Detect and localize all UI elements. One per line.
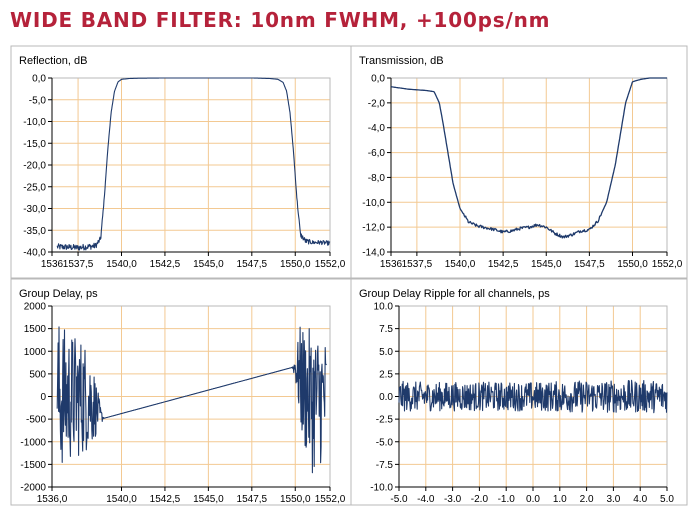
y-tick-label: -5.0: [376, 437, 394, 448]
chart-title: Transmission, dB: [359, 55, 444, 67]
x-tick-label: 1536,0: [37, 494, 68, 505]
chart-title: Reflection, dB: [19, 55, 87, 67]
y-tick-label: 2000: [24, 302, 47, 313]
y-tick-label: -15,0: [23, 139, 46, 150]
x-tick-label: 1552,0: [315, 494, 346, 505]
y-tick-label: 1500: [24, 324, 47, 335]
chart-reflection: 0,0 -5,0 -10,0 -15,0 -20,0 -25,0 -30,0 -35,0 -40…: [10, 45, 352, 279]
y-tick-label: -10,0: [23, 117, 46, 128]
x-tick-label: 1550,0: [280, 494, 311, 505]
x-tick-label: 1540,0: [106, 494, 137, 505]
x-tick-label: 1542,5: [488, 259, 519, 270]
x-tick-label: 1537,5: [402, 259, 433, 270]
x-tick-label: 1550,0: [617, 259, 648, 270]
y-tick-label: -6,0: [368, 148, 386, 159]
series-line-transmission: [390, 77, 667, 239]
y-tick-label: 0: [40, 392, 46, 403]
y-tick-label: -30,0: [23, 204, 46, 215]
y-tick-label: -5,0: [29, 95, 47, 106]
chart-group-delay: 2000 1500 1000 500 0 -500 -1000 -1500 -20001536,…: [10, 278, 352, 506]
y-tick-label: -20,0: [23, 161, 46, 172]
chart-group-delay-ripple: 10.07.55.02.50.0-2.5-5.0-7.5-10.0-5.0 -4.…: [350, 278, 688, 506]
x-tick-label: 1545,0: [193, 259, 224, 270]
x-tick-label: 1542,5: [150, 259, 181, 270]
x-tick-label: 4.0: [633, 494, 647, 505]
y-tick-label: -25,0: [23, 182, 46, 193]
y-tick-label: 7.5: [379, 324, 393, 335]
y-tick-label: 5.0: [379, 347, 393, 358]
x-tick-label: 1540,0: [106, 259, 137, 270]
x-tick-label: 1542,5: [150, 494, 181, 505]
y-tick-label: -14,0: [362, 248, 385, 259]
y-tick-label: 0,0: [371, 74, 385, 85]
y-tick-label: -500: [26, 415, 46, 426]
y-tick-label: -12,0: [362, 223, 385, 234]
x-tick-label: 1552,0: [315, 259, 346, 270]
page-title: WIDE BAND FILTER: 10nm FWHM, +100ps/nm: [10, 8, 551, 32]
x-tick-label: 3.0: [606, 494, 620, 505]
y-tick-label: 500: [29, 369, 46, 380]
y-tick-label: 10.0: [374, 302, 394, 313]
x-tick-label: 1550,0: [280, 259, 311, 270]
y-tick-label: -10.0: [370, 483, 393, 494]
x-tick-label: 1545,0: [193, 494, 224, 505]
plot-area: [391, 78, 667, 252]
x-tick-label: 1536: [41, 259, 64, 270]
x-tick-label: 1547,5: [237, 494, 268, 505]
y-tick-label: -10,0: [362, 198, 385, 209]
y-tick-label: -8,0: [368, 173, 386, 184]
y-tick-label: -2.5: [376, 415, 394, 426]
chart-title: Group Delay Ripple for all channels, ps: [359, 288, 550, 300]
y-tick-label: -4,0: [368, 123, 386, 134]
y-tick-label: -2,0: [368, 98, 386, 109]
series-line-reflection: [56, 77, 331, 251]
x-tick-label: -1.0: [498, 494, 516, 505]
y-tick-label: 0.0: [379, 392, 393, 403]
x-tick-label: 5.0: [660, 494, 674, 505]
chart-title: Group Delay, ps: [19, 288, 98, 300]
series-line-group-delay: [56, 326, 327, 474]
x-tick-label: -2.0: [471, 494, 489, 505]
y-tick-label: -35,0: [23, 226, 46, 237]
y-tick-label: 2.5: [379, 369, 393, 380]
y-tick-label: -2000: [20, 483, 46, 494]
x-tick-label: 1536: [380, 259, 403, 270]
x-tick-label: 1537,5: [63, 259, 94, 270]
x-tick-label: -3.0: [444, 494, 462, 505]
x-tick-label: 1540,0: [445, 259, 476, 270]
x-tick-label: 1547,5: [574, 259, 605, 270]
x-tick-label: -5.0: [390, 494, 408, 505]
x-tick-label: 1545,0: [531, 259, 562, 270]
x-tick-label: 1547,5: [237, 259, 268, 270]
y-tick-label: -1000: [20, 437, 46, 448]
y-tick-label: -1500: [20, 460, 46, 471]
x-tick-label: -4.0: [417, 494, 435, 505]
x-tick-label: 1.0: [553, 494, 567, 505]
y-tick-label: 1000: [24, 347, 47, 358]
y-tick-label: -7.5: [376, 460, 394, 471]
y-tick-label: -40,0: [23, 248, 46, 259]
series-line-group-delay-ripple: [398, 379, 668, 414]
x-tick-label: 1552,0: [652, 259, 683, 270]
x-tick-label: 0.0: [526, 494, 540, 505]
y-tick-label: 0,0: [32, 74, 46, 85]
x-tick-label: 2.0: [580, 494, 594, 505]
